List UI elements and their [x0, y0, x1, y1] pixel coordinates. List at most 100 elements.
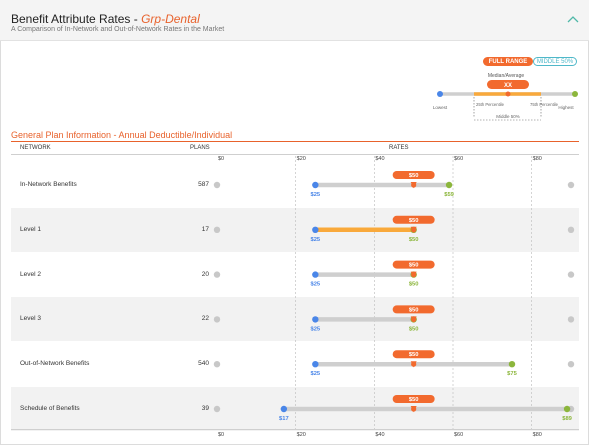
- x-tick-label: $80: [532, 156, 542, 162]
- median-pill: [392, 215, 435, 224]
- highest-rate-label: $59: [444, 192, 454, 198]
- median-rate-label: $50: [409, 397, 419, 403]
- lowest-rate-dot[interactable]: [312, 226, 319, 233]
- section-title: General Plan Information - Annual Deduct…: [11, 130, 233, 140]
- median-rate-dot: [411, 316, 417, 322]
- legend-median-dot: [505, 91, 511, 97]
- median-rate-label: $50: [409, 307, 419, 313]
- median-value-text: XX: [504, 83, 512, 89]
- lowest-rate-label: $17: [279, 416, 289, 422]
- highest-rate-dot[interactable]: [563, 405, 571, 413]
- scale-max-dot: [567, 181, 575, 189]
- median-pill: [392, 305, 435, 314]
- row-plan-count: 22: [201, 315, 209, 323]
- x-tick-label-bottom: $40: [375, 432, 385, 438]
- scale-max-dot: [567, 316, 575, 323]
- median-rate-dot: [411, 272, 417, 278]
- legend-middle-label: Middle 50%: [496, 114, 520, 119]
- lowest-rate-dot[interactable]: [312, 316, 319, 323]
- table-row: In-Network Benefits 587: [11, 163, 579, 207]
- scale-max-dot: [567, 361, 575, 368]
- legend-highest-label: Highest: [558, 105, 574, 110]
- median-rate-dot: [411, 361, 417, 367]
- widget-title: Benefit Attribute Rates - Grp-Dental: [11, 12, 200, 26]
- median-rate-dot: [411, 227, 417, 233]
- rate-range-row: $50 $25 $50: [213, 260, 575, 288]
- bottom-axis-divider: [11, 429, 579, 430]
- scale-max-dot: [567, 271, 575, 278]
- lowest-rate-label: $25: [310, 237, 320, 243]
- x-tick-label: $60: [454, 156, 464, 162]
- highest-rate-dot[interactable]: [508, 361, 516, 368]
- legend-lowest-dot: [437, 91, 443, 97]
- chevron-up-icon[interactable]: [566, 14, 580, 24]
- column-header-plans: PLANS: [190, 145, 210, 151]
- legend-p25-label: 25th Percentile: [476, 102, 505, 107]
- highest-rate-label: $50: [409, 237, 419, 243]
- median-rate-dot: [411, 182, 417, 188]
- rate-range-row: $50 $17 $89: [213, 395, 575, 422]
- row-network-name: Schedule of Benefits: [20, 405, 80, 412]
- row-network-name: Level 1: [20, 225, 41, 233]
- legend-median-label: Median/Average: [488, 73, 525, 79]
- legend-lowest-label: Lowest: [433, 105, 448, 110]
- group-name: Grp-Dental: [141, 12, 200, 26]
- highest-rate-dot[interactable]: [445, 181, 453, 189]
- scale-min-dot: [213, 271, 221, 278]
- x-tick-label: $40: [375, 156, 385, 162]
- median-rate-dot: [411, 406, 417, 412]
- median-value-pill: [487, 80, 529, 89]
- median-pill: [392, 350, 435, 359]
- scale-min-dot: [213, 361, 221, 368]
- highest-rate-label: $50: [409, 282, 419, 288]
- x-tick-label: $0: [218, 156, 225, 162]
- header-divider: [11, 154, 579, 155]
- x-tick-label: $20: [296, 156, 306, 162]
- title-text: Benefit Attribute Rates: [11, 12, 131, 26]
- scale-min-dot: [213, 226, 221, 233]
- lowest-rate-label: $25: [310, 192, 320, 198]
- row-network-name: Level 3: [20, 315, 41, 323]
- lowest-rate-label: $25: [310, 282, 320, 288]
- row-plan-count: 540: [198, 360, 209, 368]
- median-rate-label: $50: [409, 352, 419, 358]
- row-plan-count: 587: [198, 181, 209, 188]
- scale-min-dot: [213, 405, 221, 413]
- highest-rate-label: $75: [507, 371, 517, 377]
- median-pill: [392, 171, 435, 179]
- middle-50-button[interactable]: MIDDLE 50%: [533, 57, 577, 66]
- lowest-rate-dot[interactable]: [312, 361, 319, 368]
- rate-range-row: $50 $25 $50: [213, 215, 575, 243]
- table-row: Level 3 22: [11, 297, 579, 342]
- table-row: Out-of-Network Benefits 540: [11, 342, 579, 386]
- x-tick-label-bottom: $20: [296, 432, 306, 438]
- lowest-rate-dot[interactable]: [280, 405, 288, 413]
- median-average-label: Median/Average: [488, 73, 525, 79]
- widget-subtitle: A Comparison of In-Network and Out-of-Ne…: [11, 26, 225, 33]
- title-separator: -: [130, 12, 142, 26]
- highest-rate-label: $89: [562, 416, 572, 422]
- column-header-rates: RATES: [389, 145, 409, 151]
- rate-range-row: $50 $25 $50: [213, 305, 575, 332]
- rate-range-row: $50 $25 $59: [213, 171, 575, 198]
- lowest-rate-dot[interactable]: [312, 181, 319, 189]
- scale-min-dot: [213, 181, 221, 189]
- median-rate-label: $50: [409, 263, 419, 269]
- column-header-network: NETWORK: [20, 145, 51, 151]
- x-tick-label-bottom: $80: [532, 432, 542, 438]
- row-plan-count: 39: [201, 405, 209, 412]
- median-pill: [392, 395, 435, 403]
- lowest-rate-dot[interactable]: [312, 271, 319, 278]
- highest-rate-label: $50: [409, 326, 419, 332]
- row-network-name: Level 2: [20, 270, 41, 278]
- table-row: Level 2 20: [11, 253, 579, 297]
- legend-p75-label: 75th Percentile: [530, 102, 559, 107]
- widget-header: Benefit Attribute Rates - Grp-Dental A C…: [0, 0, 589, 41]
- full-range-button[interactable]: FULL RANGE: [483, 57, 533, 66]
- x-tick-label-bottom: $60: [454, 432, 464, 438]
- lowest-rate-label: $25: [310, 326, 320, 332]
- median-pill: [392, 260, 435, 269]
- section-divider: [11, 141, 579, 142]
